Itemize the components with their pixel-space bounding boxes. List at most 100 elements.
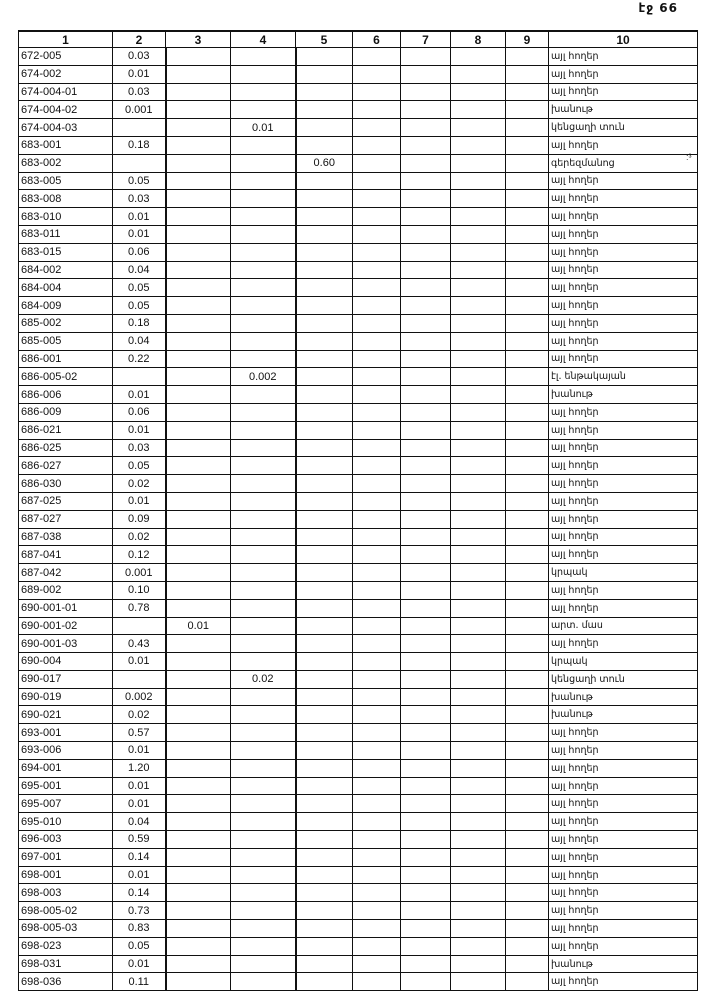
cell-col-3: 0.01 [165,616,231,636]
cell-col-10: այլ հողեր [548,830,698,849]
cell-col-6 [352,545,401,565]
cell-col-2: 0.002 [112,687,167,707]
cell-col-10: այլ հողեր [548,402,698,422]
cell-col-5 [295,278,353,298]
cell-col-4 [230,242,297,262]
cell-col-3 [165,598,231,618]
cell-col-8 [450,812,506,832]
cell-col-10: այլ հողեր [548,812,698,832]
cell-col-4 [230,883,297,903]
cell-col-7 [400,207,451,226]
cell-col-3 [165,313,231,333]
table-row: 674-004-01 0.03 այլ հողեր [18,82,698,102]
cell-col-4 [230,758,297,778]
cell-col-9 [505,278,549,298]
cell-col-5 [295,634,353,654]
cell-col-2: 0.09 [112,509,167,529]
cell-col-10: խանութ [548,100,698,120]
cell-col-2: 0.04 [112,812,167,832]
table-row: 686-030 0.02 այլ հողեր [18,474,698,493]
cell-col-4 [230,456,297,476]
cell-col-7 [400,474,451,493]
cell-col-8 [450,954,506,974]
table-row: 686-027 0.05 այլ հողեր [18,456,698,476]
cell-col-2: 0.01 [112,224,167,244]
cell-col-1: 683-010 [18,207,113,226]
cell-col-1: 672-005 [18,47,113,66]
cell-col-2: 1.20 [112,758,167,778]
cell-col-6 [352,669,401,689]
cell-col-9 [505,242,549,262]
cell-col-1: 690-001-03 [18,634,113,654]
table-row: 696-003 0.59 այլ հողեր [18,830,698,849]
cell-col-10: այլ հողեր [548,776,698,796]
cell-col-2: 0.18 [112,135,167,155]
cell-col-4 [230,189,297,209]
table-row: 698-023 0.05 այլ հողեր [18,936,698,956]
cell-col-7 [400,153,451,173]
cell-col-9 [505,100,549,120]
cell-col-9 [505,883,549,903]
cell-col-4 [230,794,297,814]
cell-col-2: 0.73 [112,901,167,921]
cell-col-2: 0.01 [112,64,167,84]
cell-col-8 [450,118,506,137]
cell-col-7 [400,741,451,760]
cell-col-3 [165,82,231,102]
cell-col-1: 686-006 [18,385,113,404]
cell-col-8 [450,456,506,476]
cell-col-2: 0.18 [112,313,167,333]
cell-col-1: 695-010 [18,812,113,832]
table-row: 698-005-03 0.83 այլ հողեր [18,919,698,938]
cell-col-1: 696-003 [18,830,113,849]
table-row: 690-001-01 0.78 այլ հողեր [18,598,698,618]
cell-col-1: 695-007 [18,794,113,814]
cell-col-9 [505,580,549,600]
cell-col-4 [230,598,297,618]
cell-col-9 [505,634,549,654]
cell-col-2: 0.02 [112,527,167,547]
cell-col-8 [450,776,506,796]
cell-col-4 [230,954,297,974]
cell-col-5 [295,812,353,832]
cell-col-2: 0.03 [112,47,167,66]
table-row: 698-031 0.01 խանութ [18,954,698,974]
cell-col-3 [165,260,231,280]
cell-col-2: 0.78 [112,598,167,618]
cell-col-1: 693-006 [18,741,113,760]
column-header-4: 4 [230,30,296,48]
cell-col-4 [230,260,297,280]
cell-col-3 [165,883,231,903]
cell-col-8 [450,349,506,369]
cell-col-8 [450,705,506,725]
cell-col-1: 685-005 [18,331,113,351]
cell-col-3 [165,171,231,191]
cell-col-4 [230,901,297,921]
cell-col-4 [230,349,297,369]
cell-col-7 [400,705,451,725]
cell-col-1: 698-005-02 [18,901,113,921]
cell-col-9 [505,919,549,938]
cell-col-5 [295,135,353,155]
cell-col-1: 686-009 [18,402,113,422]
table-row: 695-010 0.04 այլ հողեր [18,812,698,832]
cell-col-8 [450,509,506,529]
cell-col-6 [352,865,401,885]
cell-col-10: այլ հողեր [548,527,698,547]
cell-col-6 [352,242,401,262]
cell-col-7 [400,687,451,707]
table-row: 685-005 0.04 այլ հողեր [18,331,698,351]
cell-col-3 [165,135,231,155]
cell-col-4 [230,847,297,867]
cell-col-4 [230,563,297,582]
column-header-7: 7 [400,30,451,48]
cell-col-7 [400,438,451,458]
cell-col-1: 690-001-02 [18,616,113,636]
cell-col-3 [165,349,231,369]
cell-col-3 [165,830,231,849]
table-row: 687-038 0.02 այլ հողեր [18,527,698,547]
cell-col-8 [450,598,506,618]
table-row: 690-019 0.002 խանութ [18,687,698,707]
cell-col-7 [400,563,451,582]
cell-col-10: այլ հողեր [548,438,698,458]
